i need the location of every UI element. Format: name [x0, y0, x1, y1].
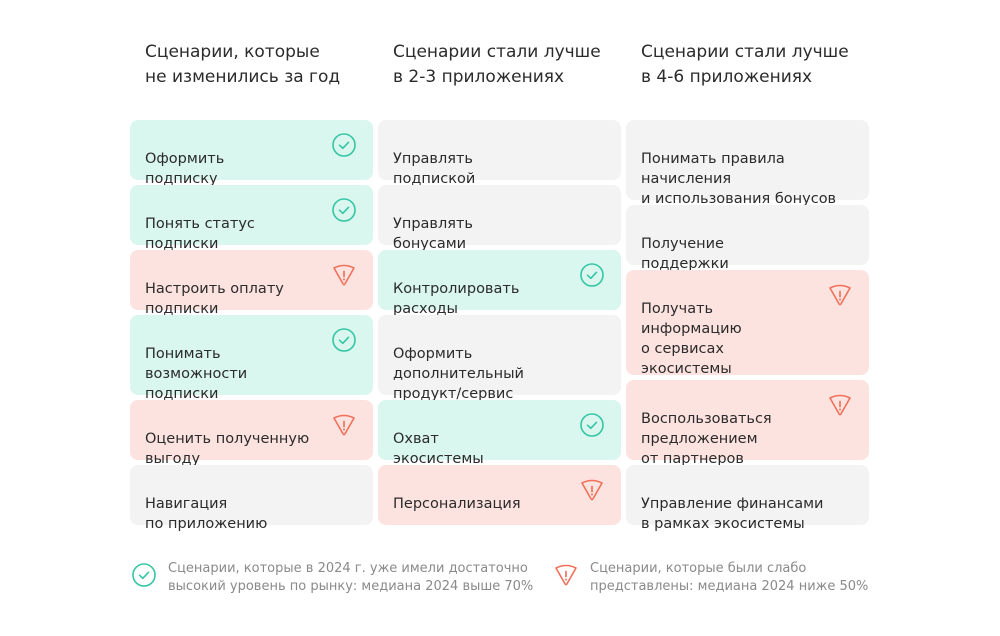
scenario-card: Контролировать расходы: [378, 250, 621, 317]
scenario-card: Управлять бонусами: [378, 185, 621, 252]
scenario-card: Управлять подпиской: [378, 120, 621, 187]
column-title-better-4-6: Сценарии стали лучше в 4-6 приложениях: [641, 42, 849, 87]
scenario-label: Получение поддержки: [641, 236, 729, 272]
scenario-card: Управление финансами в рамках экосистемы: [626, 465, 869, 532]
warning-triangle-icon: [333, 264, 355, 286]
scenario-label: Охват экосистемы: [393, 431, 484, 467]
scenario-label: Оформить дополнительный продукт/сервис: [393, 346, 524, 402]
check-circle-icon: [332, 328, 356, 352]
scenario-label: Контролировать расходы: [393, 281, 520, 317]
scenario-card: Оформить подписку: [130, 120, 373, 187]
scenario-card: Понимать правила начисления и использова…: [626, 120, 869, 207]
scenario-label: Настроить оплату подписки: [145, 281, 284, 317]
scenario-label: Управлять подпиской: [393, 151, 476, 187]
column-title-better-2-3: Сценарии стали лучше в 2-3 приложениях: [393, 42, 601, 87]
scenario-card: Навигация по приложению: [130, 465, 373, 532]
scenario-card: Персонализация: [378, 465, 621, 525]
check-circle-icon: [332, 198, 356, 222]
scenario-card: Оформить дополнительный продукт/сервис: [378, 315, 621, 402]
scenario-label: Персонализация: [393, 496, 521, 512]
scenario-card: Настроить оплату подписки: [130, 250, 373, 317]
warning-triangle-icon: [581, 479, 603, 501]
scenario-label: Понять статус подписки: [145, 216, 255, 252]
scenario-card: Получение поддержки: [626, 205, 869, 272]
scenario-label: Оформить подписку: [145, 151, 225, 187]
scenario-label: Получать информацию о сервисах экосистем…: [641, 301, 742, 377]
check-circle-icon: [132, 563, 156, 587]
scenario-label: Понимать правила начисления и использова…: [641, 151, 837, 207]
legend-weak-text: Сценарии, которые были слабо представлен…: [590, 561, 869, 594]
column-title-unchanged: Сценарии, которые не изменились за год: [145, 42, 341, 87]
check-circle-icon: [580, 413, 604, 437]
scenario-label: Понимать возможности подписки: [145, 346, 248, 402]
check-circle-icon: [580, 263, 604, 287]
scenario-card: Охват экосистемы: [378, 400, 621, 467]
warning-triangle-icon: [333, 414, 355, 436]
scenario-card: Понимать возможности подписки: [130, 315, 373, 402]
warning-triangle-icon: [829, 394, 851, 416]
scenario-card: Понять статус подписки: [130, 185, 373, 252]
warning-triangle-icon: [555, 564, 577, 586]
scenario-label: Воспользоваться предложением от партнеро…: [641, 411, 772, 467]
scenario-label: Управлять бонусами: [393, 216, 473, 252]
scenario-card: Оценить полученную выгоду: [130, 400, 373, 467]
scenario-label: Навигация по приложению: [145, 496, 268, 532]
scenario-card: Получать информацию о сервисах экосистем…: [626, 270, 869, 377]
legend-good-text: Сценарии, которые в 2024 г. уже имели до…: [168, 561, 534, 594]
warning-triangle-icon: [829, 284, 851, 306]
check-circle-icon: [332, 133, 356, 157]
scenario-label: Оценить полученную выгоду: [145, 431, 310, 467]
scenario-card: Воспользоваться предложением от партнеро…: [626, 380, 869, 467]
scenario-label: Управление финансами в рамках экосистемы: [641, 496, 824, 532]
